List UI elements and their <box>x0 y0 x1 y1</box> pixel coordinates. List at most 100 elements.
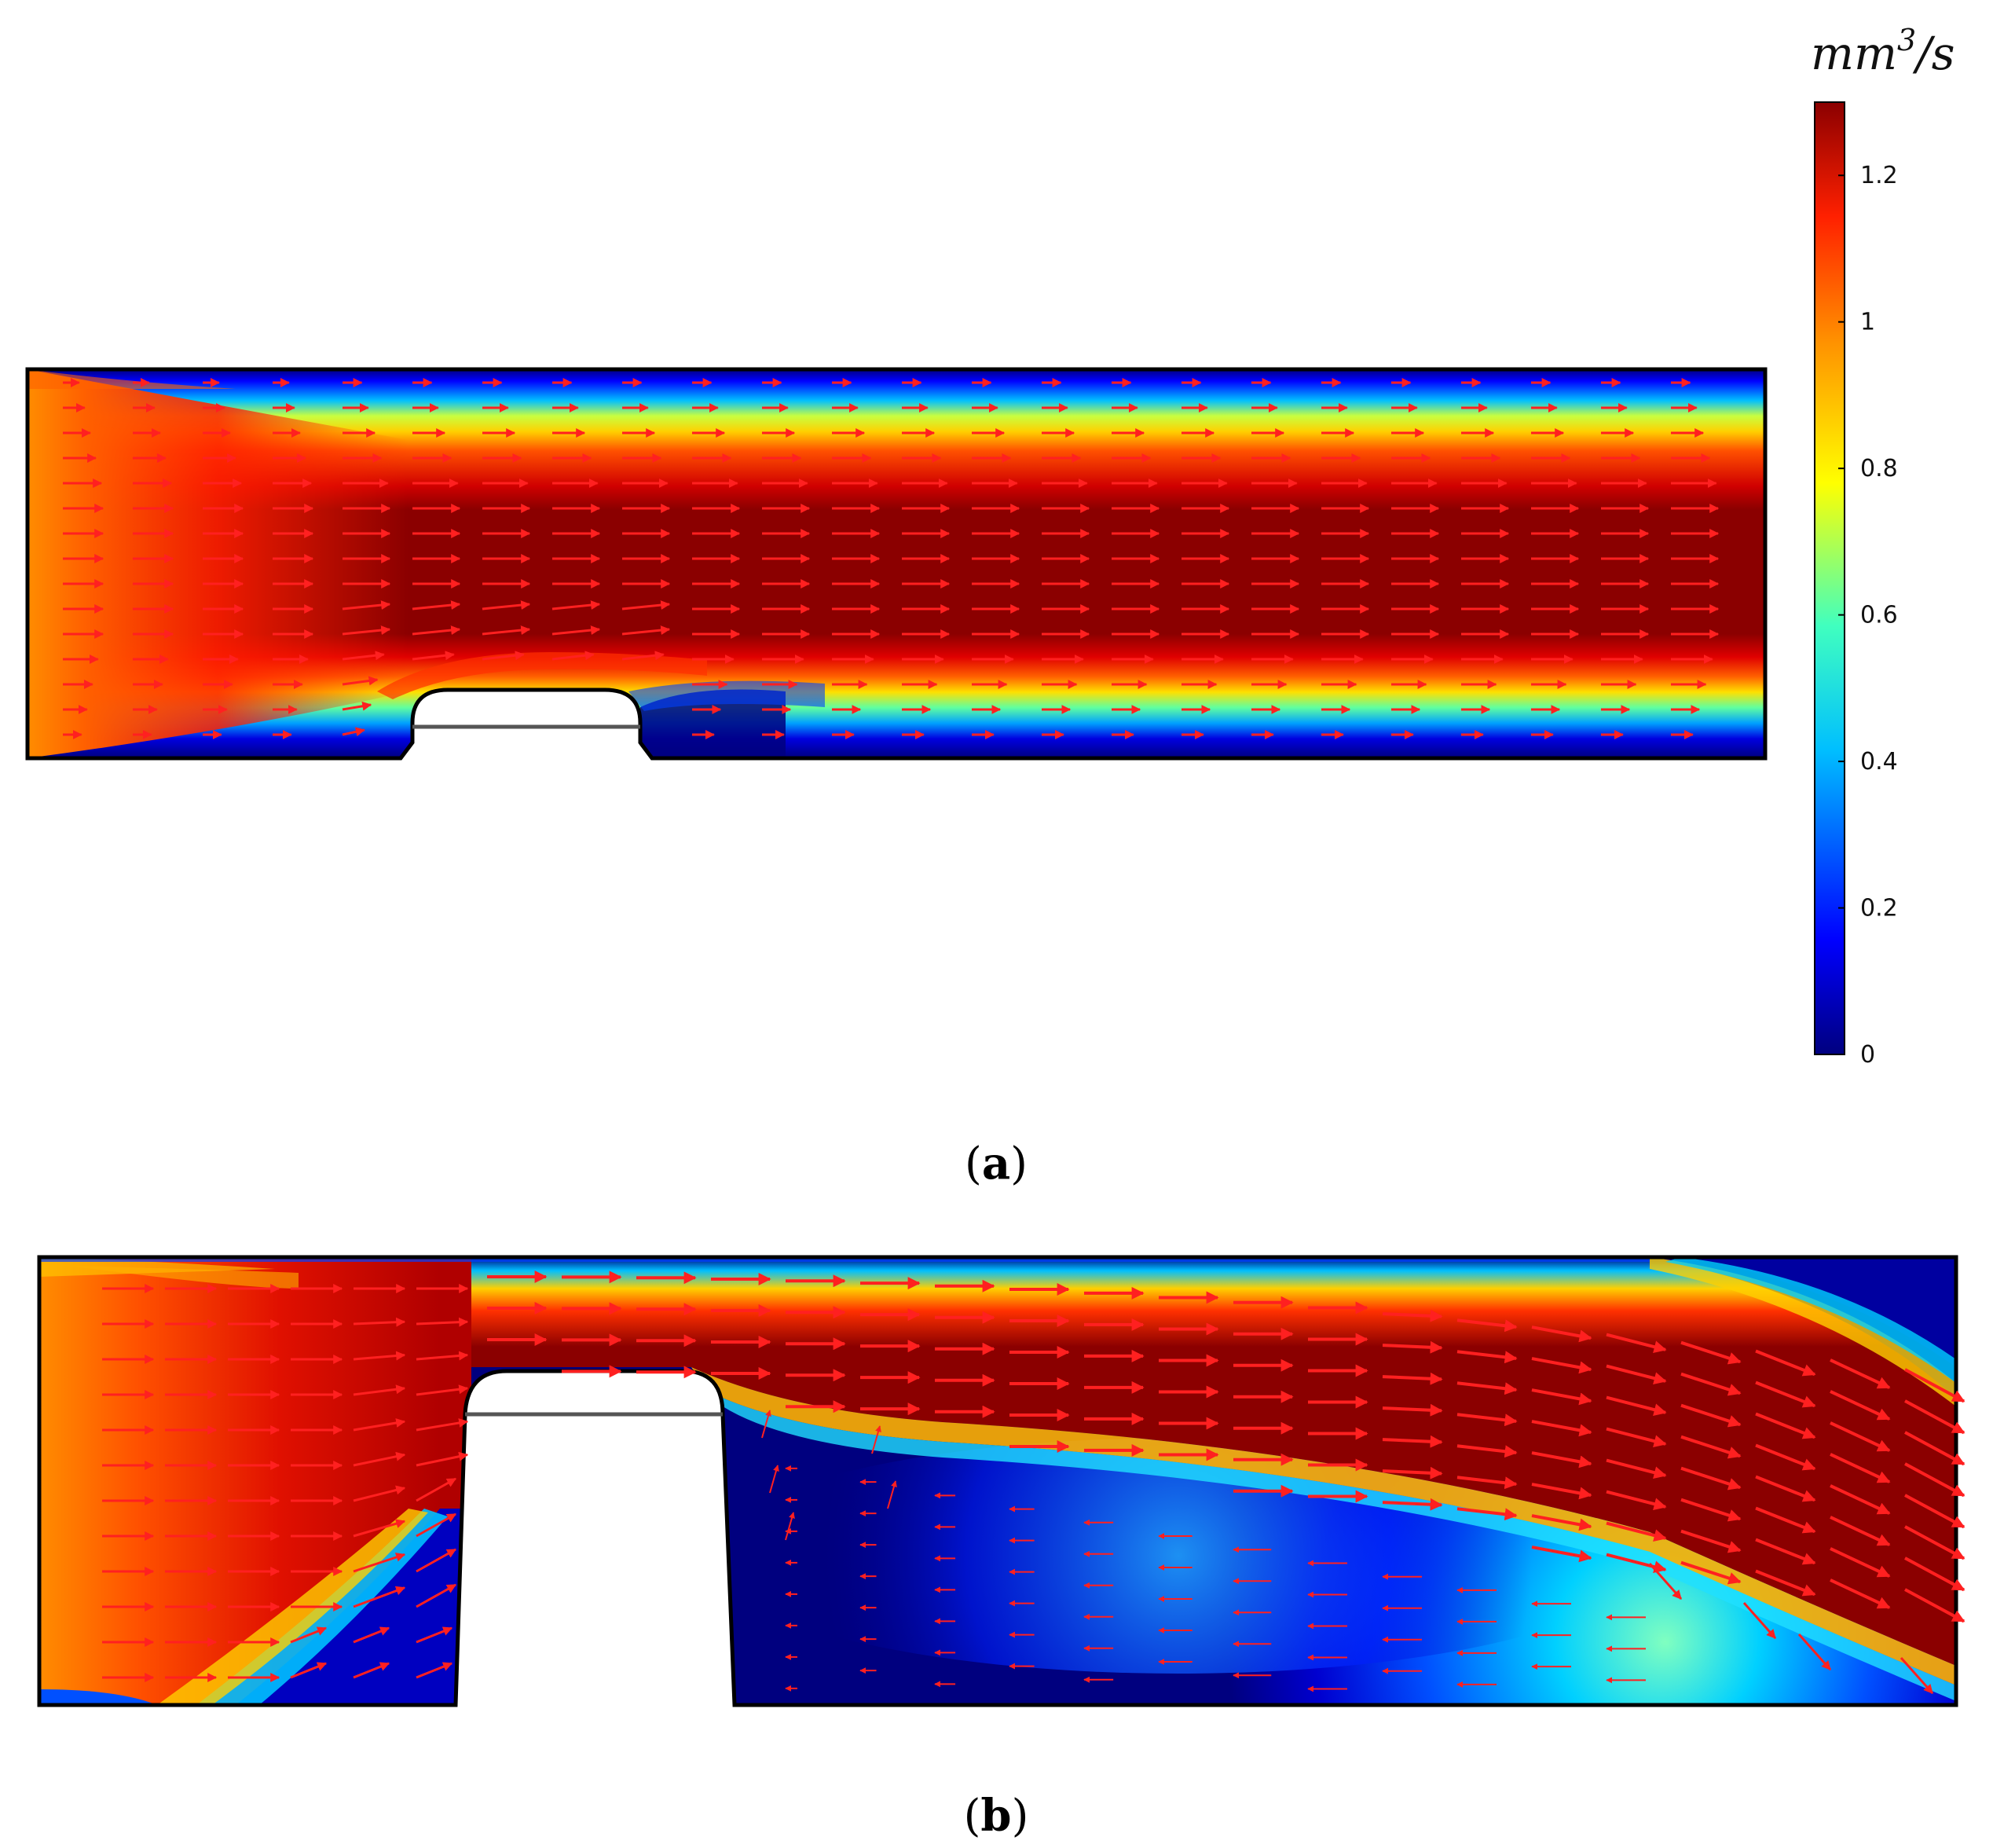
velocity-arrow <box>416 1477 457 1502</box>
colorbar-gradient <box>1814 101 1845 1055</box>
velocity-arrow <box>1680 1466 1742 1490</box>
velocity-arrow <box>769 1465 779 1494</box>
velocity-arrow <box>1531 1451 1592 1468</box>
velocity-arrow <box>416 1548 457 1573</box>
velocity-arrow <box>342 701 372 711</box>
velocity-arrow <box>290 1626 328 1644</box>
velocity-arrow <box>1606 1333 1667 1353</box>
velocity-arrow <box>353 1451 406 1467</box>
velocity-arrow <box>416 1418 469 1432</box>
velocity-arrow <box>1904 1494 1966 1529</box>
velocity-arrow <box>1904 1525 1966 1560</box>
colorbar-tick-label: 0 <box>1860 1041 1875 1069</box>
velocity-arrow <box>353 1553 406 1573</box>
velocity-arrow <box>1531 1326 1592 1343</box>
velocity-arrow <box>1648 1563 1683 1600</box>
velocity-arrow <box>412 625 461 636</box>
velocity-arrow <box>1680 1403 1742 1428</box>
velocity-arrow <box>1680 1435 1742 1459</box>
velocity-arrow <box>290 1662 328 1679</box>
velocity-arrow <box>1531 1357 1592 1374</box>
velocity-arrow <box>1904 1588 1966 1623</box>
velocity-arrow <box>1382 1403 1443 1417</box>
velocity-arrow <box>1456 1507 1518 1521</box>
panel-b-caption: (b) <box>964 1790 1029 1842</box>
velocity-arrow <box>1382 1372 1443 1385</box>
velocity-arrow <box>1900 1657 1934 1694</box>
panel-b-velocity-field <box>39 1257 1956 1705</box>
velocity-arrow <box>353 1662 390 1679</box>
panel-a-velocity-arrows <box>63 378 1720 739</box>
velocity-arrow <box>1456 1350 1518 1364</box>
velocity-arrow <box>482 651 525 661</box>
velocity-arrow <box>1830 1516 1891 1546</box>
velocity-arrow <box>353 1586 406 1608</box>
velocity-arrow <box>1456 1444 1518 1458</box>
velocity-arrow <box>1755 1569 1816 1597</box>
velocity-arrow <box>1904 1368 1966 1403</box>
velocity-arrow <box>1456 1413 1518 1427</box>
velocity-arrow <box>1531 1388 1592 1406</box>
velocity-arrow <box>1680 1340 1742 1365</box>
velocity-arrow <box>353 1384 406 1396</box>
colorbar-tick-label: 1.2 <box>1860 162 1898 189</box>
velocity-arrow <box>416 1512 457 1538</box>
colorbar-tick-label: 0.4 <box>1860 748 1898 776</box>
velocity-arrow <box>1830 1547 1891 1578</box>
velocity-arrow <box>353 1485 406 1502</box>
velocity-arrow <box>1606 1395 1667 1416</box>
velocity-arrow <box>621 625 671 636</box>
velocity-arrow <box>342 600 391 610</box>
velocity-arrow <box>1904 1462 1966 1498</box>
colorbar-tick-label: 0.2 <box>1860 895 1898 922</box>
velocity-arrow <box>353 1519 406 1538</box>
panel-a <box>25 367 1768 761</box>
velocity-arrow <box>416 1451 469 1467</box>
velocity-arrow <box>1680 1560 1742 1585</box>
panel-b <box>37 1255 1966 1707</box>
velocity-arrow <box>412 651 455 661</box>
velocity-arrow <box>1531 1514 1592 1531</box>
velocity-arrow <box>416 1384 469 1396</box>
velocity-arrow <box>1680 1529 1742 1553</box>
velocity-arrow <box>1904 1556 1966 1592</box>
velocity-arrow <box>1755 1380 1816 1408</box>
velocity-arrow <box>1755 1443 1816 1471</box>
velocity-arrow <box>1755 1349 1816 1377</box>
velocity-arrow <box>412 600 461 610</box>
colorbar-tick-label: 1 <box>1860 309 1875 336</box>
velocity-arrow <box>1531 1546 1592 1563</box>
velocity-arrow <box>1606 1521 1667 1542</box>
velocity-arrow <box>785 1512 795 1541</box>
velocity-arrow <box>1904 1431 1966 1466</box>
velocity-arrow <box>1742 1602 1777 1639</box>
velocity-arrow <box>1904 1399 1966 1435</box>
colorbar-unit-label: mm3/s <box>1811 23 1955 80</box>
colorbar-ticks: 0 0.2 0.4 0.6 0.8 1 1.2 <box>1838 162 1898 1069</box>
velocity-arrow <box>1755 1412 1816 1439</box>
velocity-arrow <box>621 600 671 610</box>
velocity-arrow <box>1830 1578 1891 1609</box>
velocity-arrow <box>1680 1372 1742 1396</box>
velocity-arrow <box>353 1418 406 1432</box>
velocity-arrow <box>1606 1364 1667 1384</box>
panel-a-channel-outline <box>25 367 1768 761</box>
panel-a-caption: (a) <box>965 1138 1028 1190</box>
velocity-arrow <box>482 625 531 636</box>
velocity-arrow <box>1606 1490 1667 1510</box>
velocity-arrow <box>1606 1458 1667 1479</box>
colorbar-tick-label: 0.8 <box>1860 455 1898 482</box>
velocity-arrow <box>342 651 385 661</box>
velocity-arrow <box>342 625 391 636</box>
velocity-arrow <box>1531 1483 1592 1500</box>
panel-b-velocity-arrows <box>102 1270 1966 1694</box>
velocity-arrow <box>1755 1506 1816 1534</box>
colorbar-tick-label: 0.6 <box>1860 602 1898 629</box>
velocity-arrow <box>1830 1421 1891 1452</box>
velocity-arrow <box>342 676 379 686</box>
velocity-arrow <box>416 1583 457 1608</box>
velocity-arrow <box>353 1351 406 1361</box>
velocity-arrow <box>1830 1453 1891 1483</box>
velocity-arrow <box>1456 1381 1518 1395</box>
velocity-arrow <box>1456 1476 1518 1490</box>
